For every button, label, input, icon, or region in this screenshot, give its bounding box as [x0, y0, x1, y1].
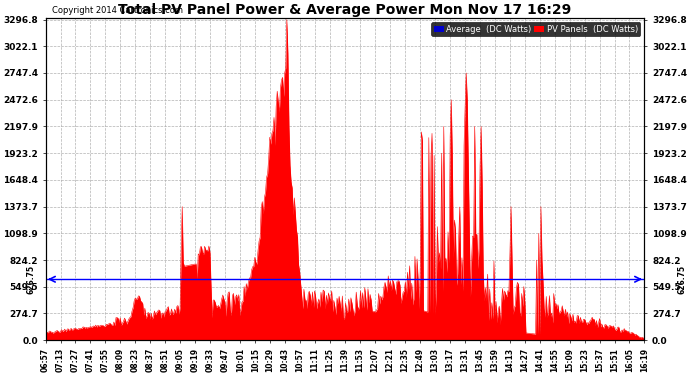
Text: Copyright 2014 Cartronics.com: Copyright 2014 Cartronics.com: [52, 6, 183, 15]
Legend: Average  (DC Watts), PV Panels  (DC Watts): Average (DC Watts), PV Panels (DC Watts): [431, 22, 640, 36]
Text: 626.75: 626.75: [26, 265, 35, 294]
Text: 626.75: 626.75: [678, 265, 687, 294]
Title: Total PV Panel Power & Average Power Mon Nov 17 16:29: Total PV Panel Power & Average Power Mon…: [119, 3, 571, 17]
